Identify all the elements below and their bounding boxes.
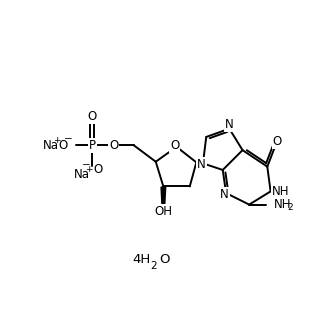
Text: P: P: [89, 139, 96, 152]
Text: +: +: [53, 136, 60, 146]
Text: N: N: [197, 158, 206, 171]
Text: Na: Na: [74, 168, 90, 181]
Text: O: O: [109, 139, 118, 152]
Text: O: O: [58, 139, 68, 152]
Text: Na: Na: [43, 139, 59, 152]
Text: O: O: [88, 110, 97, 123]
Text: −: −: [82, 160, 90, 170]
Text: +: +: [85, 165, 92, 175]
Text: 2: 2: [150, 261, 157, 271]
Text: NH: NH: [274, 198, 291, 211]
Text: OH: OH: [154, 205, 172, 218]
Text: N: N: [220, 188, 229, 201]
Text: −: −: [64, 134, 73, 144]
Text: NH: NH: [272, 185, 290, 198]
Polygon shape: [161, 187, 166, 206]
Text: N: N: [225, 118, 234, 131]
Text: O: O: [159, 252, 170, 266]
Text: O: O: [93, 163, 103, 177]
Text: O: O: [273, 135, 282, 148]
Text: O: O: [170, 139, 180, 152]
Text: 4H: 4H: [132, 252, 150, 266]
Text: 2: 2: [287, 203, 293, 212]
